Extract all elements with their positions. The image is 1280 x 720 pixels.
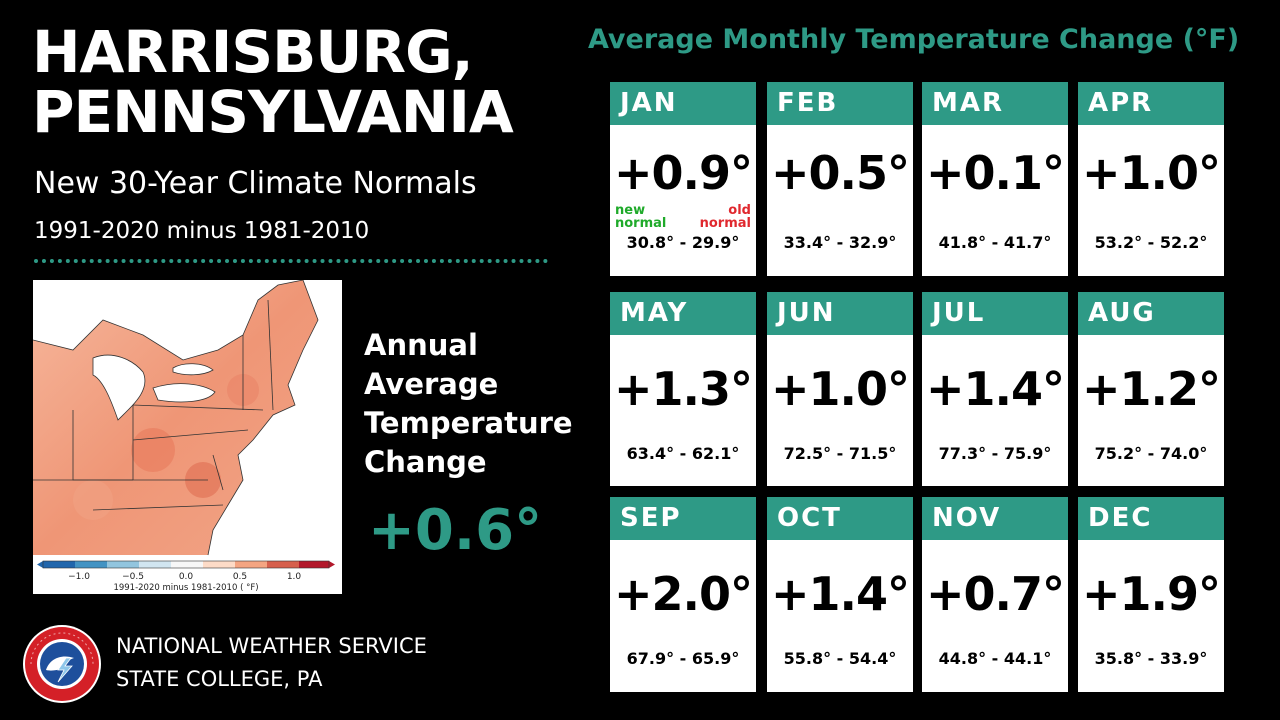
month-label: MAR — [922, 82, 1068, 125]
month-label: JUL — [922, 292, 1068, 335]
month-change-value: +1.2° — [1081, 362, 1221, 416]
month-change-value: +1.4° — [925, 362, 1065, 416]
month-normals-values: 41.8° - 41.7° — [938, 233, 1052, 252]
month-change-value: +1.0° — [770, 362, 910, 416]
colorbar-tick: −1.0 — [68, 572, 90, 582]
annual-label-line: Change — [364, 445, 487, 479]
month-label: FEB — [767, 82, 913, 125]
legend-new-line: new — [615, 203, 646, 218]
colorbar-seg — [171, 561, 203, 568]
month-change-value: +1.4° — [770, 567, 910, 621]
annual-label-line: Annual — [364, 328, 478, 362]
month-label: MAY — [610, 292, 756, 335]
month-change-value: +0.9° — [613, 146, 753, 200]
month-label: OCT — [767, 497, 913, 540]
month-change-value: +0.1° — [925, 146, 1065, 200]
legend-old-line: old — [728, 203, 751, 218]
map-lake — [92, 354, 146, 421]
month-change-value: +2.0° — [613, 567, 753, 621]
month-change-value: +1.9° — [1081, 567, 1221, 621]
legend-old-normal: old normal — [700, 204, 751, 230]
chart-title: Average Monthly Temperature Change (°F) — [588, 24, 1240, 55]
org-name: NATIONAL WEATHER SERVICE — [116, 634, 427, 658]
map-lake — [152, 383, 216, 403]
divider — [34, 259, 548, 263]
month-label: NOV — [922, 497, 1068, 540]
month-normals-values: 75.2° - 74.0° — [1094, 444, 1208, 463]
colorbar-seg — [203, 561, 235, 568]
month-normals-values: 53.2° - 52.2° — [1094, 233, 1208, 252]
month-change-value: +1.3° — [613, 362, 753, 416]
month-card-oct: OCT +1.4° 55.8° - 54.4° — [767, 497, 913, 692]
month-normals-values: 77.3° - 75.9° — [938, 444, 1052, 463]
month-normals-values: 30.8° - 29.9° — [626, 233, 740, 252]
colorbar-tick: −0.5 — [122, 572, 144, 582]
colorbar-seg — [75, 561, 107, 568]
colorbar-caption: 1991-2020 minus 1981-2010 ( °F) — [113, 583, 258, 593]
month-card-mar: MAR +0.1° 41.8° - 41.7° — [922, 82, 1068, 276]
month-change-value: +0.5° — [770, 146, 910, 200]
month-label: SEP — [610, 497, 756, 540]
colorbar-seg — [107, 561, 139, 568]
month-card-jun: JUN +1.0° 72.5° - 71.5° — [767, 292, 913, 486]
colorbar-seg — [43, 561, 75, 568]
month-card-apr: APR +1.0° 53.2° - 52.2° — [1078, 82, 1224, 276]
month-normals-values: 63.4° - 62.1° — [626, 444, 740, 463]
annual-change-value: +0.6° — [368, 498, 543, 563]
month-card-nov: NOV +0.7° 44.8° - 44.1° — [922, 497, 1068, 692]
nws-logo-icon — [22, 624, 102, 704]
annual-label: Annual Average Temperature Change — [364, 326, 584, 482]
map-lake — [172, 363, 214, 376]
legend-new-normal: new normal — [615, 204, 666, 230]
month-normals-values: 35.8° - 33.9° — [1094, 649, 1208, 668]
month-card-jul: JUL +1.4° 77.3° - 75.9° — [922, 292, 1068, 486]
colorbar-seg — [299, 561, 329, 568]
month-change-value: +1.0° — [1081, 146, 1221, 200]
annual-label-line: Temperature — [364, 406, 573, 440]
month-normals-values: 44.8° - 44.1° — [938, 649, 1052, 668]
colorbar-tick: 1.0 — [287, 572, 302, 582]
map-colorbar: −1.0 −0.5 0.0 0.5 1.0 1991-2020 minus 19… — [37, 560, 335, 593]
month-change-value: +0.7° — [925, 567, 1065, 621]
month-label: APR — [1078, 82, 1224, 125]
month-normals-values: 33.4° - 32.9° — [783, 233, 897, 252]
title-line-city: HARRISBURG, — [32, 18, 474, 86]
month-normals-values: 67.9° - 65.9° — [626, 649, 740, 668]
annual-label-line: Average — [364, 367, 499, 401]
title-line-state: PENNSYLVANIA — [32, 78, 514, 146]
colorbar-arrow-left — [37, 561, 43, 568]
month-normals-values: 72.5° - 71.5° — [783, 444, 897, 463]
month-label: JAN — [610, 82, 756, 125]
month-card-may: MAY +1.3° 63.4° - 62.1° — [610, 292, 756, 486]
month-label: AUG — [1078, 292, 1224, 335]
temperature-change-map: −1.0 −0.5 0.0 0.5 1.0 1991-2020 minus 19… — [33, 280, 342, 594]
map-land-region — [33, 280, 318, 555]
map-patch — [131, 428, 175, 472]
colorbar-seg — [139, 561, 171, 568]
map-patch — [73, 480, 113, 520]
map-state-borders — [33, 280, 319, 556]
org-location: STATE COLLEGE, PA — [116, 667, 323, 691]
month-label: DEC — [1078, 497, 1224, 540]
legend-new-line: normal — [615, 216, 667, 231]
period-label: 1991-2020 minus 1981-2010 — [34, 218, 370, 244]
colorbar-arrow-right — [329, 561, 335, 568]
colorbar-tick: 0.0 — [179, 572, 194, 582]
page-title: HARRISBURG, PENNSYLVANIA — [32, 22, 552, 142]
colorbar-tick: 0.5 — [233, 572, 247, 582]
month-card-aug: AUG +1.2° 75.2° - 74.0° — [1078, 292, 1224, 486]
month-normals-values: 55.8° - 54.4° — [783, 649, 897, 668]
colorbar-seg — [267, 561, 299, 568]
legend-old-line: normal — [699, 216, 751, 231]
colorbar-seg — [235, 561, 267, 568]
subtitle: New 30-Year Climate Normals — [34, 166, 477, 201]
month-label: JUN — [767, 292, 913, 335]
month-card-sep: SEP +2.0° 67.9° - 65.9° — [610, 497, 756, 692]
month-card-jan: JAN +0.9° 30.8° - 29.9° new normal old normal — [610, 82, 756, 276]
month-card-dec: DEC +1.9° 35.8° - 33.9° — [1078, 497, 1224, 692]
month-card-feb: FEB +0.5° 33.4° - 32.9° — [767, 82, 913, 276]
